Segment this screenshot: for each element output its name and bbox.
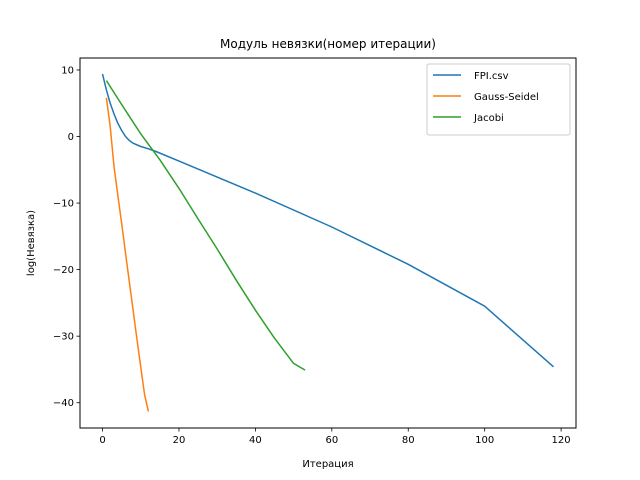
y-axis: 10 0 −10 −20 −30 −40 [53,65,80,409]
x-tick-label: 20 [173,435,186,446]
x-tick-label: 0 [99,435,105,446]
legend-box [426,63,571,136]
legend: FPI.csv Gauss-Seidel Jacobi [426,63,571,136]
x-tick-label: 100 [475,435,494,446]
series-line [105,80,306,371]
y-tick-label: 10 [61,65,74,76]
legend-label: FPI.csv [474,71,509,82]
chart-title: Модуль невязки(номер итерации) [220,37,436,51]
x-axis: 0 20 40 60 80 100 120 [99,428,571,446]
x-tick-label: 40 [249,435,262,446]
y-tick-label: −40 [53,398,74,409]
x-tick-label: 80 [402,435,415,446]
x-axis-label: Итерация [302,459,353,470]
legend-label: Gauss-Seidel [474,92,539,103]
series-line [101,73,554,368]
y-tick-label: −30 [53,332,74,343]
y-tick-label: −20 [53,265,74,276]
x-tick-label: 120 [552,435,571,446]
y-tick-label: −10 [53,199,74,210]
y-tick-label: 0 [68,132,74,143]
series-line [105,97,150,412]
series-layer [101,73,554,412]
plot-frame [79,57,577,429]
x-tick-label: 60 [325,435,338,446]
legend-label: Jacobi [473,113,504,124]
y-axis-label: log(Невязка) [26,210,37,276]
